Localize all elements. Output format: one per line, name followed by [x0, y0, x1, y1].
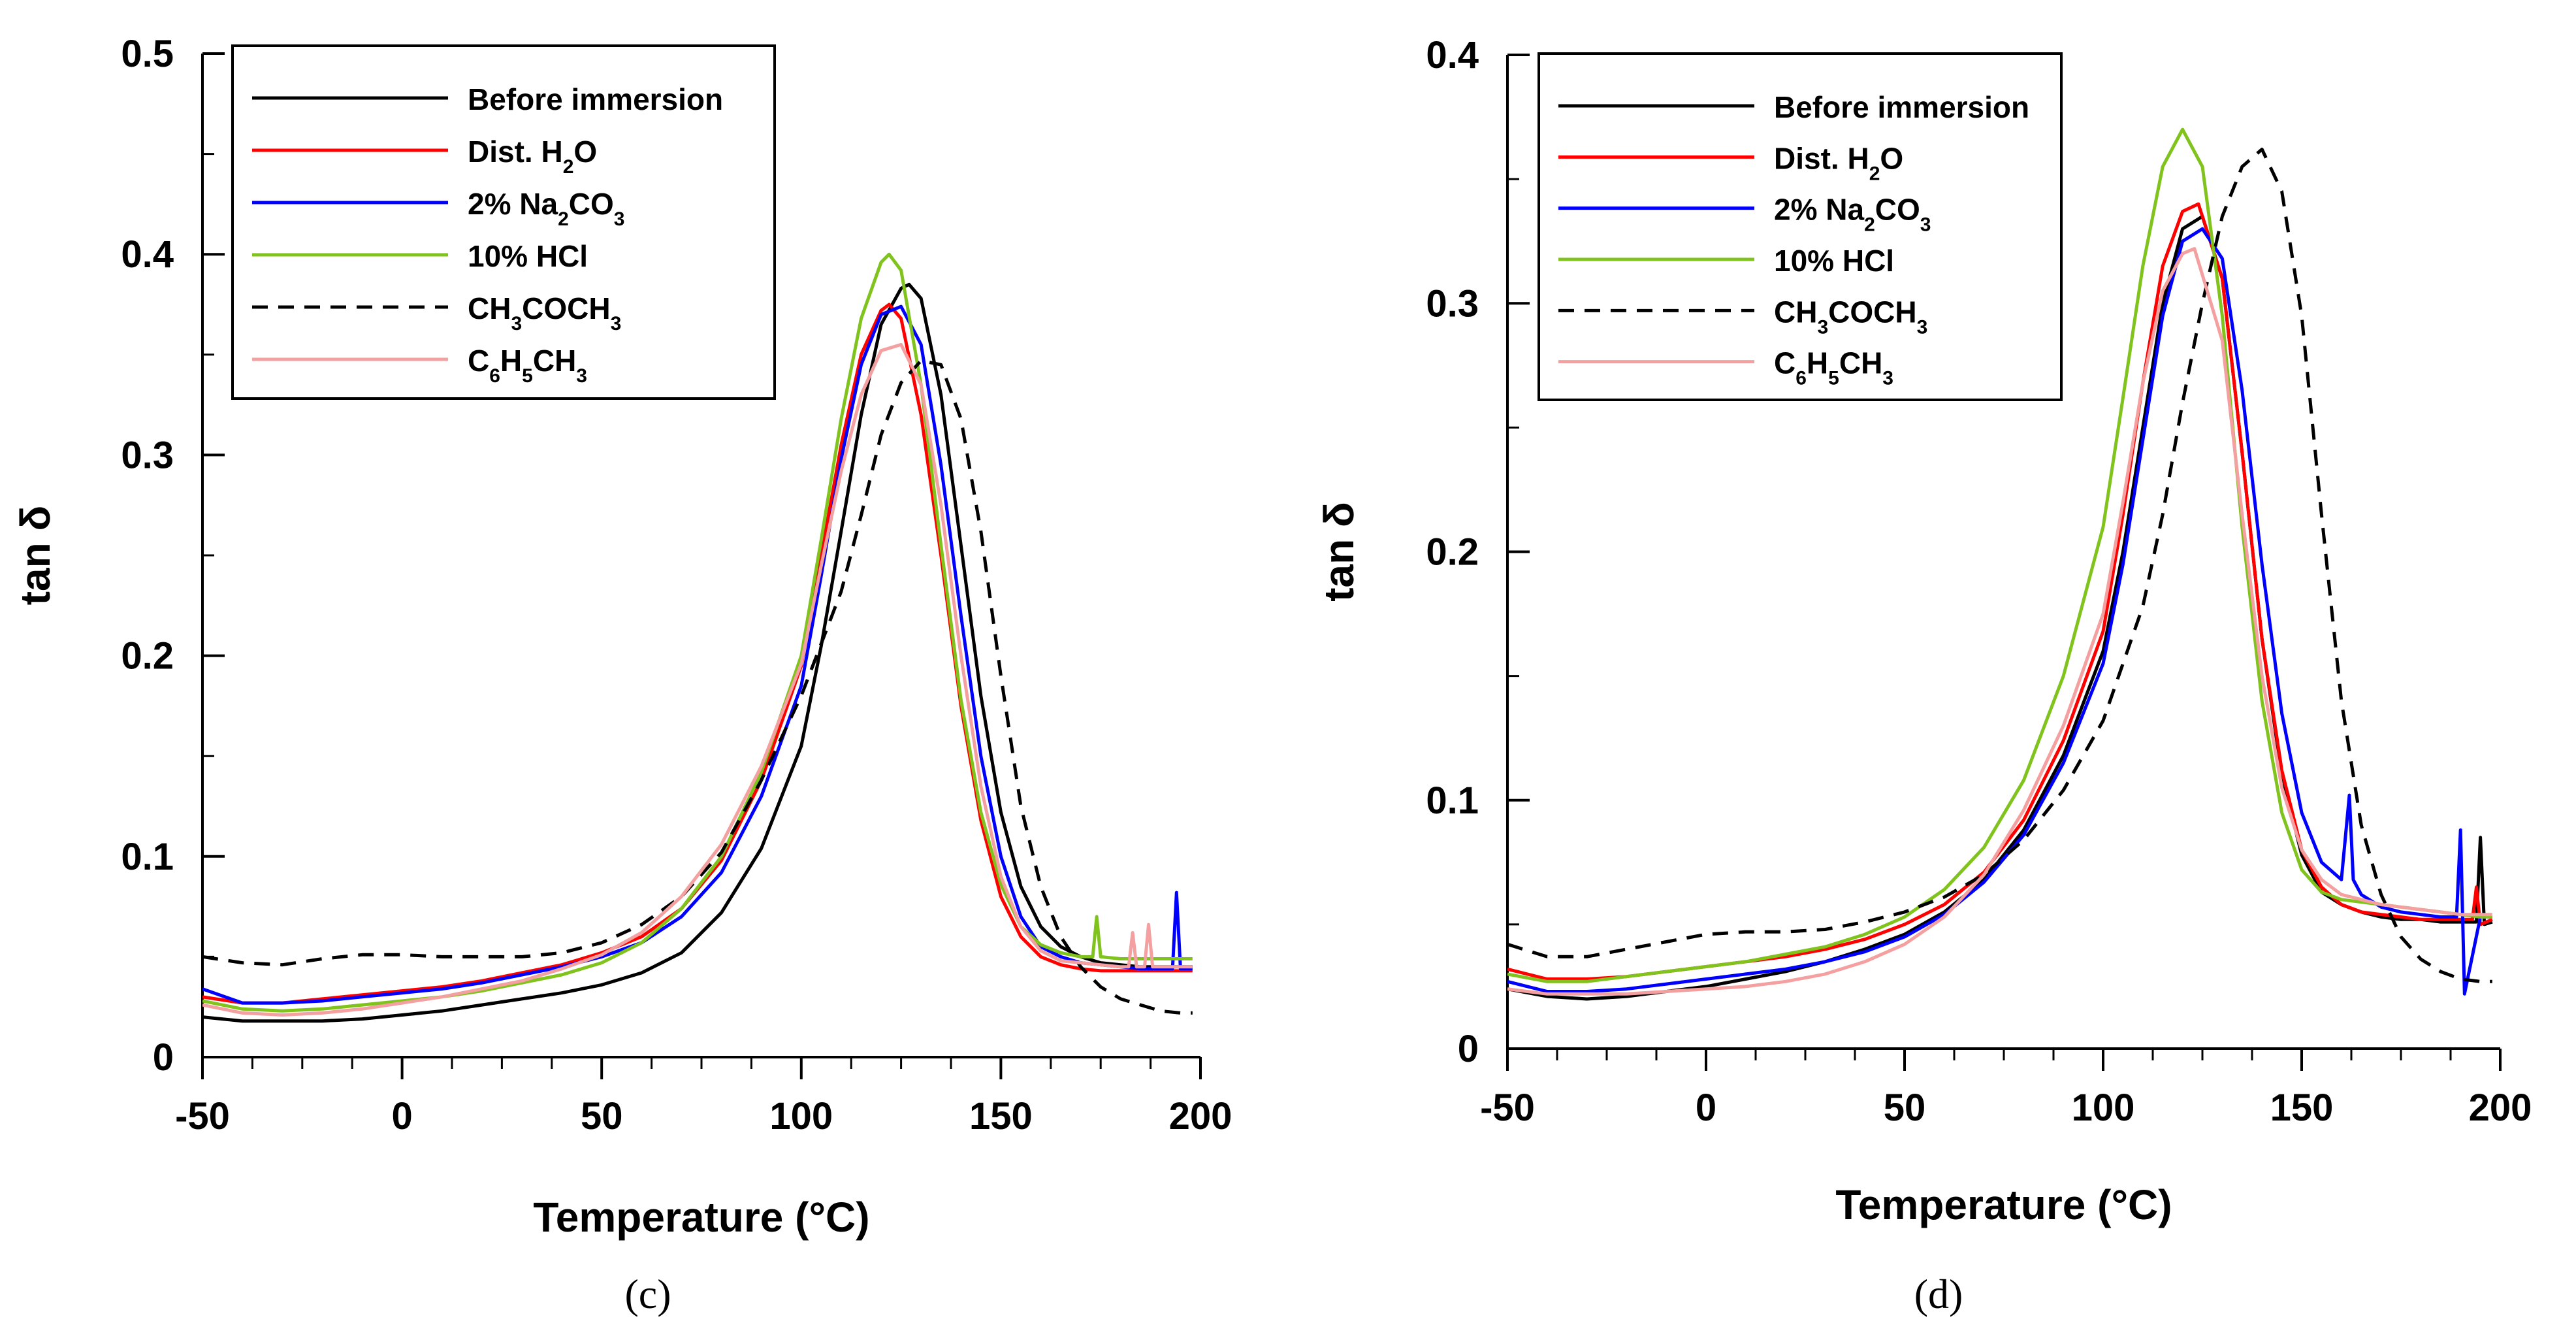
legend-label: Before immersion: [468, 82, 723, 116]
legend-label: Dist. H2O: [468, 135, 597, 178]
legend-label: C6H5CH3: [468, 344, 587, 387]
chart-panel-c: 00.10.20.30.40.5-50 0 50 100 150 200Temperatu…: [12, 33, 1232, 1317]
x-tick-label: 50: [581, 1095, 623, 1137]
y-tick-label: 0.3: [121, 434, 174, 476]
series-line-5: [1507, 247, 2492, 996]
series-line-4: [1507, 148, 2492, 983]
series-lines: [202, 252, 1193, 1023]
x-tick-label: 0: [391, 1095, 412, 1137]
legend-label: 2% Na2CO3: [1774, 193, 1931, 236]
y-tick-label: 0: [1458, 1028, 1479, 1070]
series-line-4: [202, 359, 1193, 1015]
y-tick-label: 0.2: [1426, 531, 1479, 574]
panel-letter: (d): [1914, 1271, 1963, 1317]
y-tick-label: 0.1: [1426, 779, 1479, 822]
series-line-5: [202, 342, 1193, 1017]
x-tick-label: 150: [969, 1095, 1033, 1137]
chart-panel-d: 00.10.20.30.4-50 0 50 100 150 200Temperature …: [1315, 34, 2532, 1317]
legend-box: [1538, 52, 2063, 401]
legend-label: C6H5CH3: [1774, 346, 1893, 389]
legend: Before immersion Dist. H2O 2% Na2CO3 10% HC…: [1538, 52, 2063, 401]
y-tick-label: 0.4: [121, 233, 174, 276]
x-tick-label: 100: [769, 1095, 833, 1137]
y-tick-label: 0.4: [1426, 34, 1479, 76]
x-tick-label: 150: [2270, 1087, 2334, 1129]
legend-label: Dist. H2O: [1774, 141, 1903, 184]
x-axis-label: Temperature (°C): [533, 1194, 869, 1241]
legend-label: 10% HCl: [1774, 244, 1894, 278]
x-tick-label: 0: [1696, 1087, 1716, 1129]
y-tick-label: 0.1: [121, 836, 174, 878]
legend-label: CH3COCH3: [1774, 295, 1927, 338]
x-tick-label: 100: [2072, 1087, 2135, 1129]
x-tick-label: -50: [1480, 1087, 1535, 1129]
y-tick-label: 0.5: [121, 33, 174, 75]
legend-box: [231, 44, 776, 400]
legend-label: 2% Na2CO3: [468, 187, 624, 230]
y-axis-label: tan δ: [1315, 502, 1362, 602]
x-tick-label: -50: [175, 1095, 230, 1137]
y-tick-label: 0.3: [1426, 282, 1479, 325]
y-tick-label: 0: [153, 1036, 174, 1079]
legend-label: 10% HCl: [468, 239, 588, 273]
legend-label: CH3COCH3: [468, 291, 621, 335]
y-axis-label: tan δ: [12, 506, 59, 606]
x-tick-label: 200: [2469, 1087, 2532, 1129]
x-tick-label: 50: [1884, 1087, 1926, 1129]
series-line-2: [1507, 227, 2492, 996]
x-tick-label: 200: [1169, 1095, 1232, 1137]
y-tick-label: 0.2: [121, 635, 174, 678]
x-axis-label: Temperature (°C): [1835, 1181, 2172, 1228]
panel-letter: (c): [624, 1271, 671, 1317]
legend: Before immersion Dist. H2O 2% Na2CO3 10% HC…: [231, 44, 776, 400]
series-lines: [1507, 127, 2493, 1001]
legend-label: Before immersion: [1774, 90, 2029, 124]
